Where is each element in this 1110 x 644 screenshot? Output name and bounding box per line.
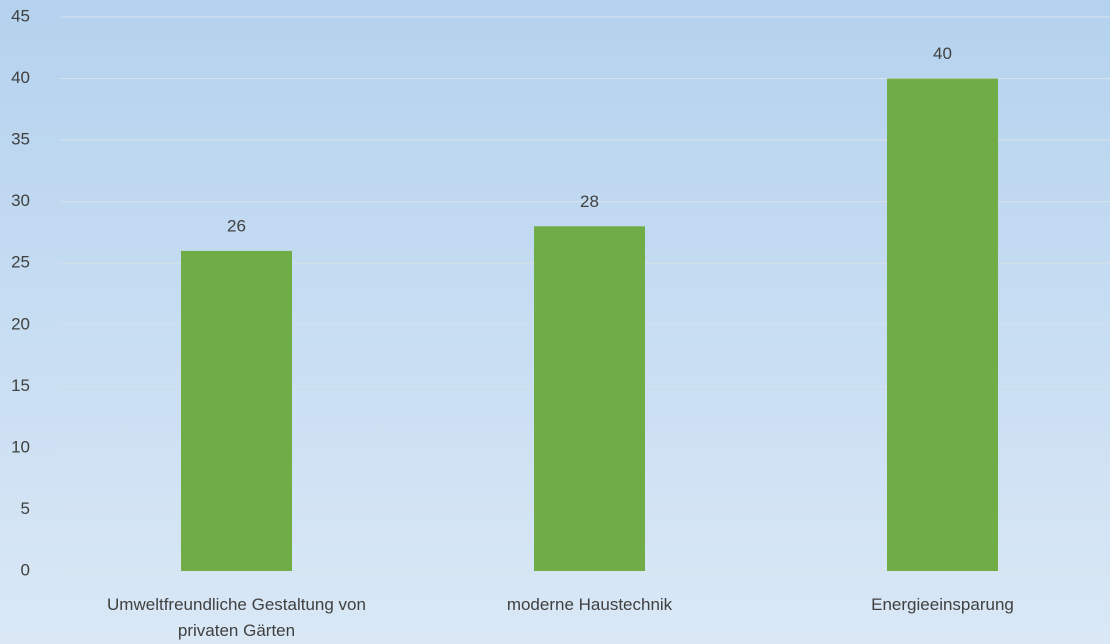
y-tick-label: 35 [11,130,30,149]
y-tick-label: 5 [21,499,30,518]
y-tick-label: 40 [11,68,30,87]
bar [181,250,292,571]
y-tick-label: 45 [11,6,30,25]
y-tick-label: 20 [11,314,30,333]
y-tick-label: 30 [11,191,30,210]
data-label: 40 [933,44,952,63]
y-tick-label: 10 [11,437,30,456]
data-label: 26 [227,216,246,235]
x-tick-label: moderne Haustechnik [506,595,673,614]
bar [534,226,645,572]
bar [887,78,998,572]
data-label: 28 [580,192,599,211]
x-tick-label: Umweltfreundliche Gestaltung von private… [107,595,366,640]
y-tick-label: 0 [21,560,30,579]
y-tick-label: 25 [11,253,30,272]
x-tick-label: Energieeinsparung [871,595,1014,614]
y-tick-label: 15 [11,376,30,395]
